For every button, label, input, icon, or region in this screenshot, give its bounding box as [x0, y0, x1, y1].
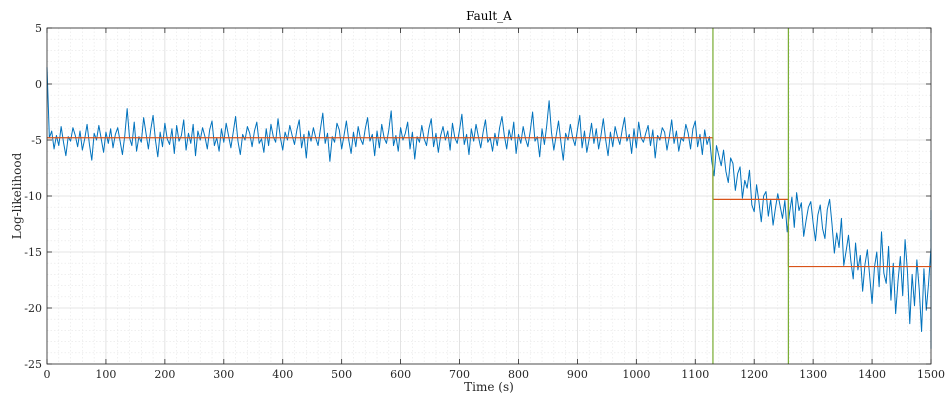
- y-axis-label: Log-likelihood: [10, 152, 24, 239]
- y-tick-label: -10: [24, 190, 42, 203]
- x-tick-label: 900: [567, 368, 588, 381]
- x-tick-label: 500: [331, 368, 352, 381]
- tick-marks: [46, 27, 932, 365]
- x-tick-label: 1400: [858, 368, 886, 381]
- x-tick-label: 300: [213, 368, 234, 381]
- x-tick-label: 400: [272, 368, 293, 381]
- x-tick-label: 100: [95, 368, 116, 381]
- y-tick-label: 5: [35, 22, 42, 35]
- y-tick-label: -5: [31, 134, 42, 147]
- tick-labels: 0 100 200 300 400 500 600 700 800 900 1000 1100 1200…: [24, 22, 945, 381]
- x-tick-label: 1200: [740, 368, 768, 381]
- x-tick-label: 800: [508, 368, 529, 381]
- x-tick-label: 700: [449, 368, 470, 381]
- x-tick-label: 1300: [799, 368, 827, 381]
- x-tick-label: 1000: [622, 368, 650, 381]
- y-tick-label: -20: [24, 302, 42, 315]
- x-axis-label: Time (s): [464, 380, 514, 394]
- x-tick-label: 1500: [917, 368, 945, 381]
- x-tick-label: 1100: [681, 368, 709, 381]
- chart-title: Fault_A: [466, 9, 512, 23]
- series-layer: [46, 28, 932, 364]
- y-tick-label: -25: [24, 358, 42, 371]
- y-tick-label: -15: [24, 246, 42, 259]
- x-tick-label: 600: [390, 368, 411, 381]
- x-tick-label: 200: [154, 368, 175, 381]
- y-tick-label: 0: [35, 78, 42, 91]
- x-tick-label: 0: [44, 368, 51, 381]
